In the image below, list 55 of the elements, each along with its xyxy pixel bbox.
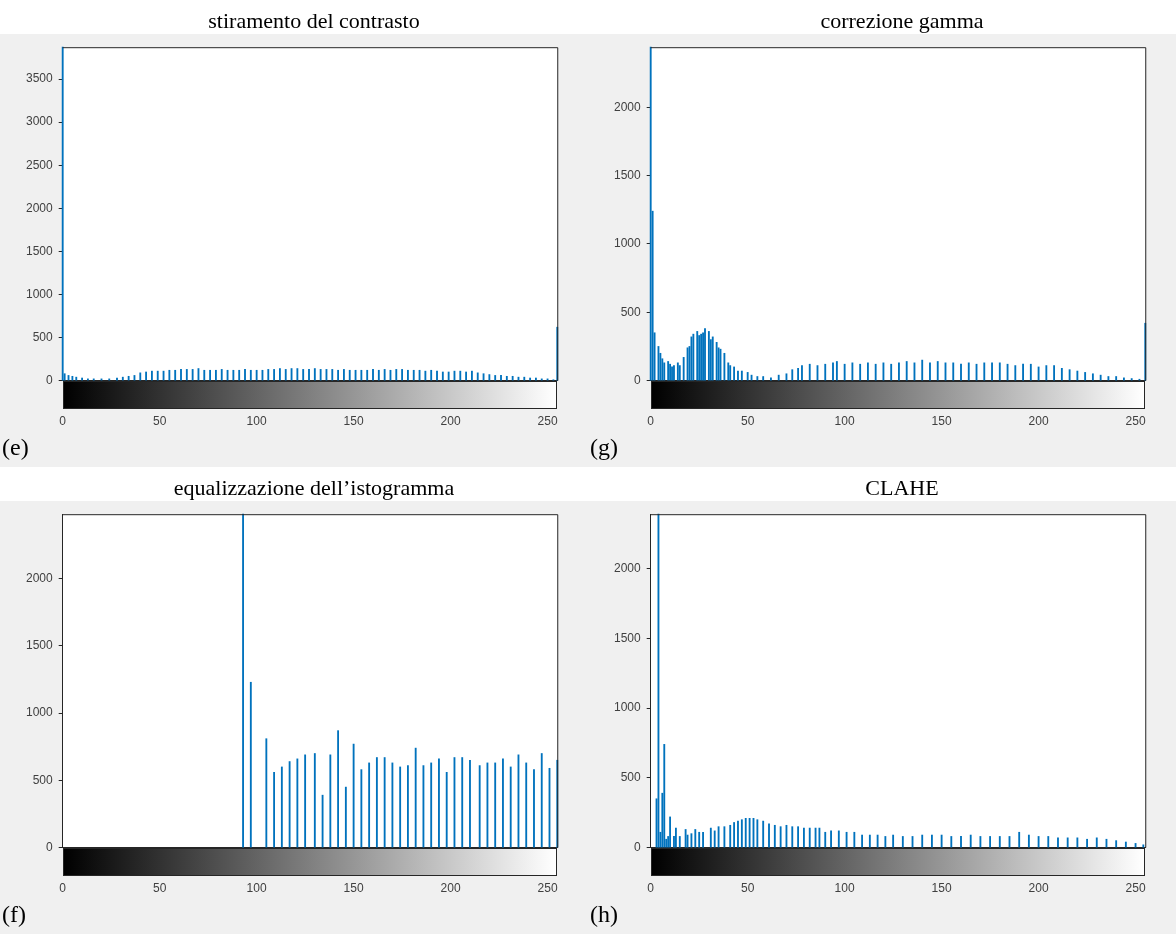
x-tick-label: 150 <box>931 414 952 429</box>
x-tick-label: 200 <box>1028 881 1049 896</box>
x-tick-label: 50 <box>152 881 167 896</box>
chart-title: CLAHE <box>864 474 940 501</box>
x-tick-label: 100 <box>246 881 267 896</box>
y-tick-label: 500 <box>32 329 54 344</box>
text: (h) <box>590 901 618 928</box>
y-tick-label: 1500 <box>613 630 642 645</box>
x-tick-label: 250 <box>537 881 558 896</box>
y-tick-label: 1000 <box>25 286 54 301</box>
y-tick-label: 0 <box>634 372 642 387</box>
chart-title: correzione gamma <box>819 7 985 34</box>
y-tick-label: 1000 <box>613 236 642 251</box>
y-tick-label: 1500 <box>25 243 54 258</box>
y-tick-label: 500 <box>620 770 642 785</box>
y-tick-label: 500 <box>620 304 642 319</box>
x-tick-label: 100 <box>834 881 855 896</box>
x-tick-label: 100 <box>246 414 267 429</box>
y-tick-label: 2000 <box>613 560 642 575</box>
x-tick-label: 0 <box>59 881 67 896</box>
chart-title: stiramento del contrasto <box>207 7 421 34</box>
x-tick-label: 0 <box>647 881 655 896</box>
y-tick-label: 2000 <box>613 99 642 114</box>
y-tick-label: 0 <box>46 372 54 387</box>
x-tick-label: 200 <box>440 414 461 429</box>
x-tick-label: 50 <box>740 881 755 896</box>
x-tick-label: 250 <box>537 414 558 429</box>
x-tick-label: 0 <box>647 414 655 429</box>
x-tick-label: 150 <box>343 881 364 896</box>
x-tick-label: 50 <box>740 414 755 429</box>
x-tick-label: 0 <box>59 414 67 429</box>
y-tick-label: 1500 <box>25 638 54 653</box>
y-tick-label: 1000 <box>25 705 54 720</box>
chart-title: equalizzazione dell’istogramma <box>172 474 456 501</box>
text: (g) <box>590 434 618 461</box>
y-tick-label: 500 <box>32 772 54 787</box>
x-tick-label: 200 <box>1028 414 1049 429</box>
x-tick-label: 250 <box>1125 414 1146 429</box>
text: (f) <box>2 901 26 928</box>
x-tick-label: 150 <box>931 881 952 896</box>
y-tick-label: 3500 <box>25 71 54 86</box>
x-tick-label: 100 <box>834 414 855 429</box>
x-tick-label: 50 <box>152 414 167 429</box>
x-tick-label: 250 <box>1125 881 1146 896</box>
y-tick-label: 0 <box>634 839 642 854</box>
y-tick-label: 2000 <box>25 571 54 586</box>
y-tick-label: 3000 <box>25 114 54 129</box>
y-tick-label: 2500 <box>25 157 54 172</box>
y-tick-label: 0 <box>46 839 54 854</box>
x-tick-label: 200 <box>440 881 461 896</box>
y-tick-label: 1500 <box>613 167 642 182</box>
text: (e) <box>2 434 29 461</box>
x-tick-label: 150 <box>343 414 364 429</box>
y-tick-label: 1000 <box>613 700 642 715</box>
y-tick-label: 2000 <box>25 200 54 215</box>
